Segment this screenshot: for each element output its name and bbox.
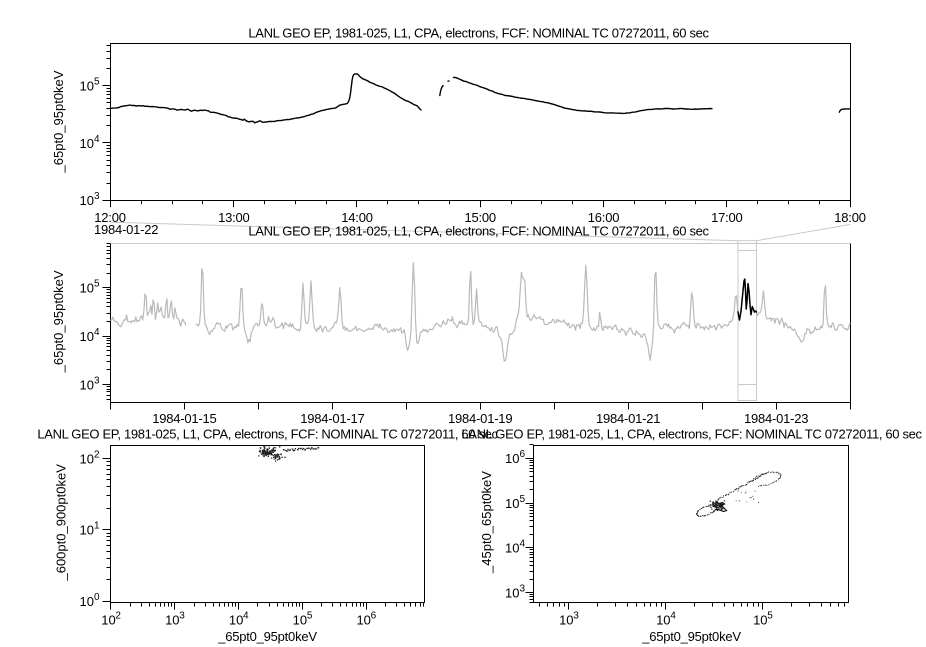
svg-text:LANL GEO EP, 1981-025, L1, CPA: LANL GEO EP, 1981-025, L1, CPA, electron… [461,426,922,441]
svg-text:10: 10 [505,541,519,556]
svg-text:10: 10 [80,329,94,344]
svg-text:10: 10 [753,612,767,627]
svg-text:4: 4 [520,539,526,550]
svg-text:10: 10 [165,612,179,627]
svg-text:16:00: 16:00 [588,210,619,225]
svg-text:10: 10 [101,612,115,627]
svg-text:10: 10 [229,612,243,627]
svg-text:5: 5 [94,279,100,290]
svg-text:14:00: 14:00 [341,210,372,225]
svg-text:1984-01-23: 1984-01-23 [744,411,808,426]
svg-text:10: 10 [80,136,94,151]
svg-text:4: 4 [670,610,676,621]
svg-text:10: 10 [505,451,519,466]
svg-text:4: 4 [94,327,100,338]
svg-text:1984-01-15: 1984-01-15 [152,411,216,426]
svg-text:2: 2 [115,610,121,621]
svg-text:10: 10 [356,612,370,627]
svg-text:1984-01-17: 1984-01-17 [300,411,364,426]
svg-text:5: 5 [520,494,526,505]
svg-text:10: 10 [80,594,94,609]
svg-text:5: 5 [94,76,100,87]
svg-text:LANL GEO EP, 1981-025, L1, CPA: LANL GEO EP, 1981-025, L1, CPA, electron… [248,26,709,41]
svg-text:1984-01-19: 1984-01-19 [448,411,512,426]
svg-text:LANL GEO EP, 1981-025, L1, CPA: LANL GEO EP, 1981-025, L1, CPA, electron… [37,426,498,441]
svg-text:10: 10 [80,281,94,296]
svg-text:10: 10 [505,585,519,600]
svg-text:10: 10 [80,377,94,392]
svg-text:1984-01-21: 1984-01-21 [596,411,660,426]
svg-text:10: 10 [656,612,670,627]
svg-text:_65pt0_95pt0keV: _65pt0_95pt0keV [51,70,66,173]
svg-text:18:00: 18:00 [834,210,865,225]
svg-text:4: 4 [94,134,100,145]
svg-text:1: 1 [94,521,100,532]
svg-text:5: 5 [767,610,773,621]
svg-text:3: 3 [94,191,100,202]
svg-text:15:00: 15:00 [464,210,495,225]
svg-text:_65pt0_95pt0keV: _65pt0_95pt0keV [641,629,741,644]
svg-text:10: 10 [293,612,307,627]
svg-text:10: 10 [80,193,94,208]
svg-text:17:00: 17:00 [711,210,742,225]
svg-text:0: 0 [94,592,100,603]
svg-text:10: 10 [80,451,94,466]
svg-text:12:00: 12:00 [94,210,125,225]
svg-text:3: 3 [179,610,185,621]
svg-text:10: 10 [559,612,573,627]
svg-text:1984-01-22: 1984-01-22 [94,222,158,237]
svg-text:3: 3 [573,610,579,621]
svg-text:5: 5 [307,610,313,621]
svg-text:6: 6 [371,610,377,621]
svg-text:10: 10 [505,496,519,511]
svg-text:10: 10 [80,523,94,538]
svg-text:2: 2 [94,449,100,460]
svg-text:10: 10 [80,78,94,93]
svg-text:6: 6 [520,449,526,460]
svg-text:_45pt0_65pt0keV: _45pt0_65pt0keV [479,471,494,574]
svg-text:3: 3 [94,375,100,386]
svg-text:4: 4 [243,610,249,621]
svg-text:3: 3 [520,583,526,594]
svg-text:LANL GEO EP, 1981-025, L1, CPA: LANL GEO EP, 1981-025, L1, CPA, electron… [248,224,709,239]
svg-text:_65pt0_95pt0keV: _65pt0_95pt0keV [51,270,66,373]
svg-text:_600pt0_900pt0keV: _600pt0_900pt0keV [54,464,69,582]
svg-text:_65pt0_95pt0keV: _65pt0_95pt0keV [217,629,317,644]
svg-text:13:00: 13:00 [218,210,249,225]
